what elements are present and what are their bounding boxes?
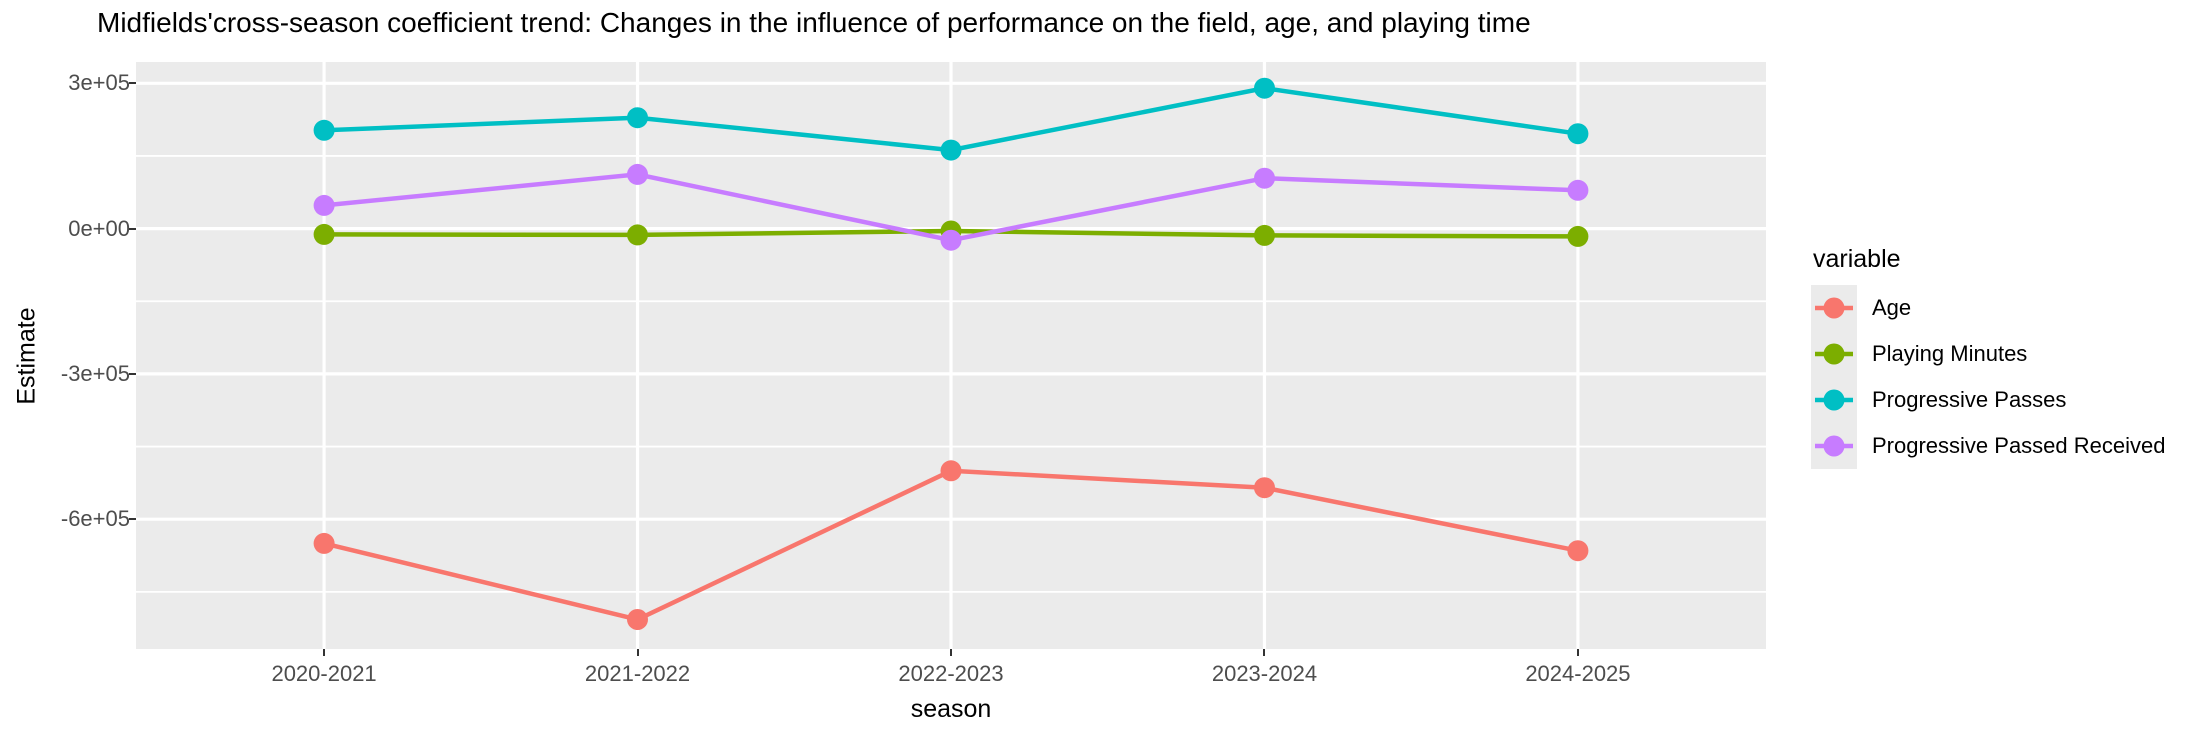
y-tick-label: 3e+05	[68, 70, 130, 96]
x-tick-mark	[950, 649, 952, 656]
data-point	[940, 460, 962, 482]
legend-key-glyph	[1815, 343, 1853, 365]
data-point	[1567, 540, 1589, 562]
chart-title: Midfields'cross-season coefficient trend…	[97, 7, 1531, 38]
y-tick-mark	[129, 82, 136, 85]
data-point	[313, 119, 335, 141]
x-tick-mark	[323, 649, 326, 656]
legend-item-label: Playing Minutes	[1872, 341, 2028, 367]
x-tick-label: 2022-2023	[898, 661, 1004, 686]
legend-item-label: Progressive Passed Received	[1872, 433, 2166, 459]
legend-key-glyph	[1815, 297, 1853, 319]
y-tick-label: 0e+00	[68, 215, 130, 241]
data-point	[627, 609, 648, 630]
x-tick-mark	[636, 649, 639, 656]
data-point	[940, 139, 962, 161]
data-point	[1254, 77, 1275, 99]
y-tick-label: -3e+05	[60, 360, 130, 386]
legend-item-label: Progressive Passes	[1872, 387, 2067, 413]
data-point	[627, 107, 648, 129]
y-tick-mark	[129, 518, 136, 521]
x-tick-label: 2021-2022	[584, 661, 691, 686]
legend-title: variable	[1813, 245, 1901, 273]
legend-item-label: Age	[1872, 295, 1912, 320]
x-tick-mark	[1263, 649, 1266, 656]
data-point	[627, 224, 648, 246]
data-point	[313, 532, 335, 554]
y-tick-label: -6e+05	[60, 506, 130, 532]
data-point	[1567, 179, 1589, 201]
legend-key	[1811, 377, 1857, 424]
data-point	[1567, 123, 1589, 145]
legend-key-glyph	[1815, 389, 1853, 411]
y-tick-mark	[129, 372, 136, 375]
data-point	[627, 163, 648, 185]
x-tick-label: 2020-2021	[271, 661, 377, 686]
plot-panel	[136, 62, 1766, 649]
data-point	[1254, 477, 1275, 499]
y-axis-title: Estimate	[12, 307, 41, 405]
data-point	[1567, 225, 1589, 247]
data-point	[1254, 167, 1275, 189]
plot-area	[136, 62, 1766, 649]
x-tick-mark	[1576, 649, 1579, 656]
legend-key	[1811, 331, 1857, 378]
x-axis-title: season	[910, 695, 992, 723]
data-point	[1254, 224, 1275, 246]
data-point	[313, 223, 335, 245]
data-point	[940, 229, 962, 251]
legend-key	[1811, 423, 1857, 470]
data-point	[313, 194, 335, 216]
y-tick-mark	[129, 227, 136, 230]
x-tick-label: 2024-2025	[1525, 661, 1631, 686]
legend-key	[1811, 285, 1857, 331]
legend-key-glyph	[1815, 435, 1853, 457]
x-tick-label: 2023-2024	[1211, 661, 1318, 686]
